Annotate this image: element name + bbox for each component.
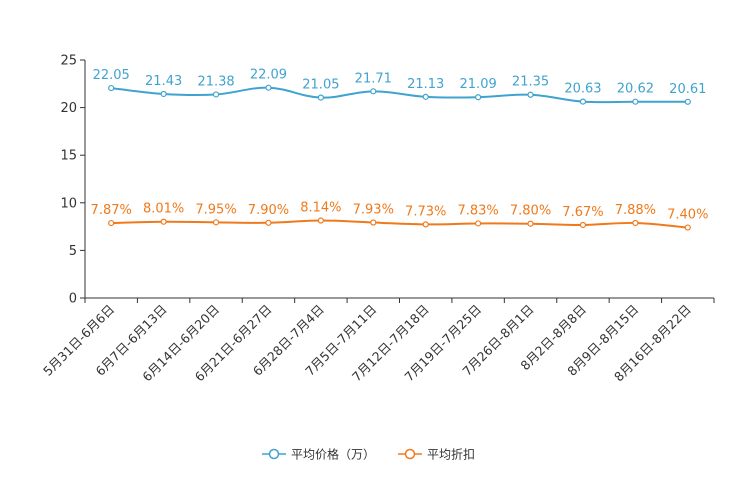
data-point[interactable]: [422, 93, 429, 100]
legend-marker: [268, 448, 280, 460]
data-label: 21.09: [460, 77, 497, 92]
data-point[interactable]: [475, 220, 482, 227]
legend-marker: [404, 448, 416, 460]
data-point[interactable]: [265, 84, 272, 91]
data-point[interactable]: [632, 98, 639, 105]
data-point[interactable]: [160, 218, 167, 225]
series-price: 22.05 21.43 21.38 22.09 21.05 21.71 21.13 21.09…: [93, 68, 706, 105]
data-label: 7.88%: [615, 203, 656, 218]
data-label: 8.14%: [300, 201, 341, 216]
y-tick-label: 5: [69, 244, 77, 259]
data-point[interactable]: [527, 91, 534, 98]
y-tick-label: 25: [60, 54, 77, 69]
data-label: 21.43: [145, 74, 182, 89]
data-label: 7.73%: [405, 204, 446, 219]
data-label: 22.05: [93, 68, 130, 83]
data-point[interactable]: [579, 98, 587, 105]
legend-item-price[interactable]: 平均价格（万）: [262, 447, 375, 462]
data-point[interactable]: [370, 219, 377, 226]
data-label: 7.40%: [667, 208, 708, 223]
data-label: 21.71: [355, 71, 392, 86]
series-discount: 7.87% 8.01% 7.95% 7.90% 8.14% 7.93% 7.73% 7.83%…: [91, 201, 708, 231]
data-label: 22.09: [250, 68, 287, 83]
legend-label: 平均折扣: [427, 447, 475, 462]
legend: 平均价格（万） 平均折扣: [262, 447, 475, 462]
data-label: 8.01%: [143, 202, 184, 217]
legend-label: 平均价格（万）: [291, 447, 375, 462]
data-label: 7.80%: [510, 204, 551, 219]
data-label: 20.63: [564, 82, 601, 97]
data-point[interactable]: [684, 98, 691, 105]
data-label: 21.38: [197, 74, 234, 89]
y-tick-label: 10: [60, 196, 77, 211]
data-label: 7.90%: [248, 203, 289, 218]
y-tick-label: 20: [60, 101, 77, 116]
data-label: 7.87%: [91, 203, 132, 218]
data-point[interactable]: [370, 88, 377, 95]
data-label: 21.35: [512, 75, 549, 90]
data-point[interactable]: [527, 220, 534, 227]
data-point[interactable]: [684, 224, 691, 231]
data-point[interactable]: [108, 84, 115, 92]
data-point[interactable]: [422, 221, 429, 228]
data-label: 7.93%: [353, 203, 394, 218]
data-label: 7.95%: [195, 202, 236, 217]
y-tick-label: 15: [60, 149, 77, 164]
legend-item-discount[interactable]: 平均折扣: [398, 447, 475, 462]
series-line: [111, 86, 688, 104]
data-point[interactable]: [212, 91, 220, 98]
data-point[interactable]: [632, 219, 639, 227]
data-label: 20.62: [617, 82, 654, 97]
data-point[interactable]: [317, 217, 324, 224]
data-point[interactable]: [265, 219, 272, 226]
data-label: 7.83%: [457, 203, 498, 218]
data-point[interactable]: [579, 221, 587, 229]
y-tick-label: 0: [69, 292, 77, 307]
data-point[interactable]: [317, 94, 324, 101]
data-label: 21.05: [302, 78, 339, 93]
data-point[interactable]: [160, 90, 167, 98]
series-line: [111, 219, 688, 229]
data-label: 20.61: [669, 82, 706, 97]
data-label: 21.13: [407, 77, 444, 92]
data-label: 7.67%: [562, 205, 603, 220]
data-point[interactable]: [108, 219, 115, 227]
data-point[interactable]: [212, 219, 220, 226]
data-point[interactable]: [475, 94, 482, 101]
